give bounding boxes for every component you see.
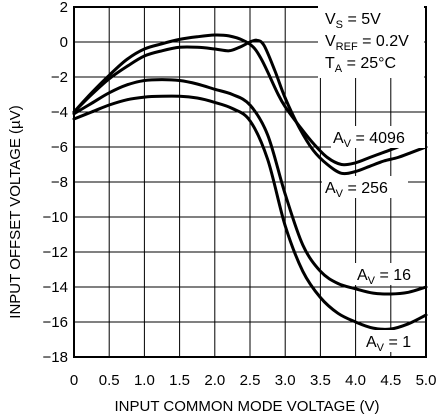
y-tick-label: 2 bbox=[60, 0, 68, 16]
x-tick-label: 1.0 bbox=[134, 372, 155, 389]
label-av256-background bbox=[322, 176, 408, 198]
y-axis-label: INPUT OFFSET VOLTAGE (µV) bbox=[7, 105, 24, 318]
series-line-3 bbox=[72, 94, 428, 331]
x-tick-label: 4.0 bbox=[345, 372, 366, 389]
y-tick-label: 0 bbox=[60, 34, 68, 51]
x-tick-label: 2.5 bbox=[240, 372, 261, 389]
x-axis-label: INPUT COMMON MODE VOLTAGE (V) bbox=[114, 398, 379, 415]
x-tick-labels: 0 0.5 1.0 1.5 2.0 2.5 3.0 3.5 4.0 4.5 5.0 bbox=[70, 372, 437, 389]
y-tick-label: −8 bbox=[51, 174, 68, 191]
label-av256: AV = 256 bbox=[325, 180, 388, 200]
x-tick-label: 3.5 bbox=[310, 372, 331, 389]
label-av4096: AV = 4096 bbox=[333, 130, 405, 150]
label-av4096-background bbox=[331, 126, 425, 148]
series-lines bbox=[72, 33, 428, 331]
x-tick-label: 1.5 bbox=[169, 372, 190, 389]
plot-frame bbox=[73, 6, 427, 358]
y-tick-label: −14 bbox=[43, 279, 68, 296]
label-av1-background bbox=[364, 330, 422, 352]
series-line-1 bbox=[72, 38, 428, 176]
y-tick-label: −16 bbox=[43, 314, 68, 331]
x-tick-label: 2.0 bbox=[204, 372, 225, 389]
x-tick-label: 4.5 bbox=[380, 372, 401, 389]
y-tick-labels: 2 0 −2 −4 −6 −8 −10 −12 −14 −16 −18 bbox=[43, 0, 68, 366]
series-line-0 bbox=[72, 33, 428, 167]
y-tick-label: −4 bbox=[51, 104, 68, 121]
y-tick-label: −10 bbox=[43, 209, 68, 226]
series-labels: AV = 4096 AV = 256 AV = 16 AV = 1 bbox=[322, 126, 425, 354]
condition-ta: TA = 25°C bbox=[325, 55, 396, 75]
label-av1: AV = 1 bbox=[366, 334, 411, 354]
label-av16-background bbox=[355, 263, 425, 285]
condition-vs: VS = 5V bbox=[325, 11, 381, 31]
conditions-block: VS = 5V VREF = 0.2V TA = 25°C bbox=[318, 4, 424, 78]
y-tick-label: −12 bbox=[43, 244, 68, 261]
series-line-2 bbox=[72, 78, 428, 296]
condition-vref: VREF = 0.2V bbox=[325, 33, 409, 53]
y-tick-label: −18 bbox=[43, 349, 68, 366]
x-tick-label: 5.0 bbox=[416, 372, 437, 389]
x-tick-label: 0.5 bbox=[99, 372, 120, 389]
y-tick-label: −2 bbox=[51, 69, 68, 86]
y-tick-label: −6 bbox=[51, 139, 68, 156]
x-tick-label: 3.0 bbox=[275, 372, 296, 389]
x-tick-label: 0 bbox=[70, 372, 78, 389]
conditions-background bbox=[318, 4, 424, 78]
label-av16: AV = 16 bbox=[357, 267, 411, 287]
